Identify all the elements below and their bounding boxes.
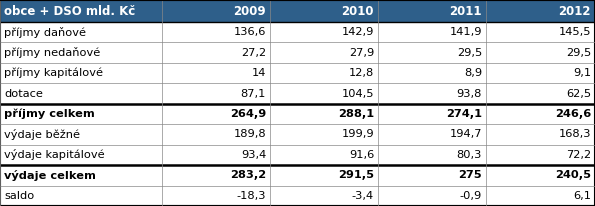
Text: příjmy daňové: příjmy daňové [4,27,86,38]
Text: 2009: 2009 [233,5,266,18]
Bar [0,104,595,124]
Bar [0,0,162,22]
Text: dotace: dotace [4,89,43,98]
Text: výdaje kapitálové: výdaje kapitálové [4,149,105,160]
Text: 80,3: 80,3 [456,150,482,160]
Text: 2012: 2012 [559,5,591,18]
Bar [162,0,270,22]
Text: -18,3: -18,3 [236,191,266,201]
Text: 72,2: 72,2 [566,150,591,160]
Text: 87,1: 87,1 [240,89,266,98]
Text: 199,9: 199,9 [342,129,374,139]
Text: 291,5: 291,5 [338,170,374,180]
Bar [0,63,595,83]
Text: 14: 14 [252,68,266,78]
Text: 264,9: 264,9 [230,109,266,119]
Text: příjmy nedaňové: příjmy nedaňové [4,47,100,58]
Text: 27,2: 27,2 [241,48,266,58]
Bar [0,124,595,145]
Text: výdaje celkem: výdaje celkem [4,170,96,181]
Text: 93,4: 93,4 [241,150,266,160]
Text: 275: 275 [458,170,482,180]
Text: 142,9: 142,9 [342,27,374,37]
Text: výdaje běžné: výdaje běžné [4,129,80,140]
Text: 145,5: 145,5 [559,27,591,37]
Text: příjmy kapitálové: příjmy kapitálové [4,68,103,78]
Text: 246,6: 246,6 [555,109,591,119]
Text: 2010: 2010 [342,5,374,18]
Text: -3,4: -3,4 [352,191,374,201]
Text: saldo: saldo [4,191,35,201]
Text: 2011: 2011 [449,5,482,18]
Bar [378,0,486,22]
Bar [0,186,595,206]
Text: 29,5: 29,5 [566,48,591,58]
Bar [0,83,595,104]
Text: 9,1: 9,1 [573,68,591,78]
Text: 29,5: 29,5 [457,48,482,58]
Text: 136,6: 136,6 [234,27,266,37]
Text: -0,9: -0,9 [460,191,482,201]
Text: 93,8: 93,8 [456,89,482,98]
Text: 104,5: 104,5 [342,89,374,98]
Bar [486,0,595,22]
Text: 283,2: 283,2 [230,170,266,180]
Text: 194,7: 194,7 [449,129,482,139]
Text: 6,1: 6,1 [573,191,591,201]
Text: 168,3: 168,3 [559,129,591,139]
Text: 288,1: 288,1 [338,109,374,119]
Text: 189,8: 189,8 [233,129,266,139]
Text: obce + DSO mld. Kč: obce + DSO mld. Kč [4,5,135,18]
Text: 12,8: 12,8 [349,68,374,78]
Bar [0,42,595,63]
Text: 240,5: 240,5 [555,170,591,180]
Text: 141,9: 141,9 [449,27,482,37]
Text: 91,6: 91,6 [349,150,374,160]
Bar [270,0,378,22]
Text: 62,5: 62,5 [566,89,591,98]
Bar [0,22,595,42]
Bar [0,165,595,186]
Text: příjmy celkem: příjmy celkem [4,109,95,119]
Text: 8,9: 8,9 [464,68,482,78]
Bar [0,145,595,165]
Text: 27,9: 27,9 [349,48,374,58]
Text: 274,1: 274,1 [446,109,482,119]
